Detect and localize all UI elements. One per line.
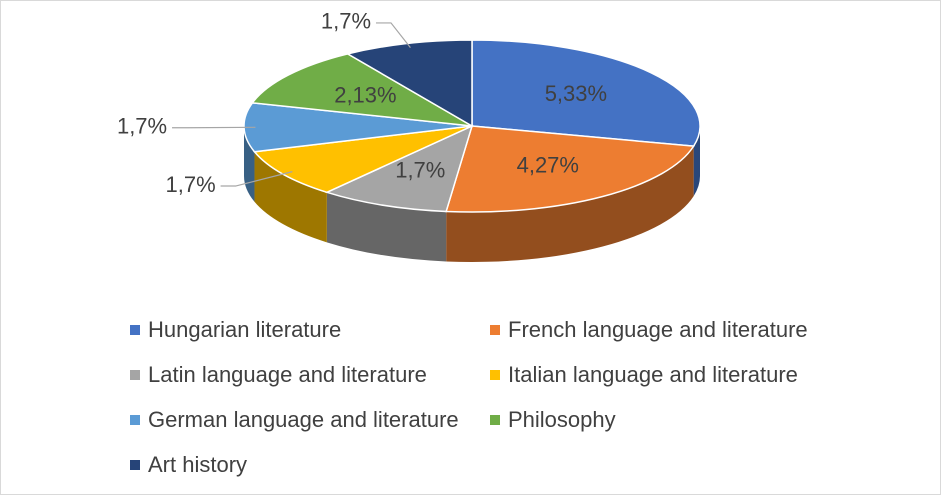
data-label: 1,7%: [395, 158, 445, 183]
legend-swatch: [130, 325, 140, 335]
pie-slice: [324, 124, 474, 213]
leader-line: [220, 171, 293, 187]
legend-swatch: [130, 415, 140, 425]
pie-slice: [445, 125, 695, 213]
leader-line: [375, 22, 411, 49]
legend-swatch: [130, 370, 140, 380]
legend-label: German language and literature: [148, 407, 459, 432]
legend-label: French language and literature: [508, 317, 808, 342]
legend-label: Latin language and literature: [148, 362, 427, 387]
data-label: 2,13%: [334, 82, 396, 107]
data-label: 1,7%: [166, 172, 216, 197]
legend-swatch: [490, 325, 500, 335]
data-label: 5,33%: [545, 81, 607, 106]
legend-swatch: [490, 415, 500, 425]
legend-swatch: [130, 460, 140, 470]
legend-label: Italian language and literature: [508, 362, 798, 387]
pie-slice: [471, 39, 701, 147]
data-label: 1,7%: [321, 9, 371, 34]
data-label: 4,27%: [517, 153, 579, 178]
pie-slice: [251, 53, 473, 127]
legend-label: Philosophy: [508, 407, 616, 432]
legend-label: Hungarian literature: [148, 317, 341, 342]
data-label: 1,7%: [117, 114, 167, 139]
legend-label: Art history: [148, 452, 247, 477]
pie-slice-side: [254, 151, 327, 243]
legend-swatch: [490, 370, 500, 380]
